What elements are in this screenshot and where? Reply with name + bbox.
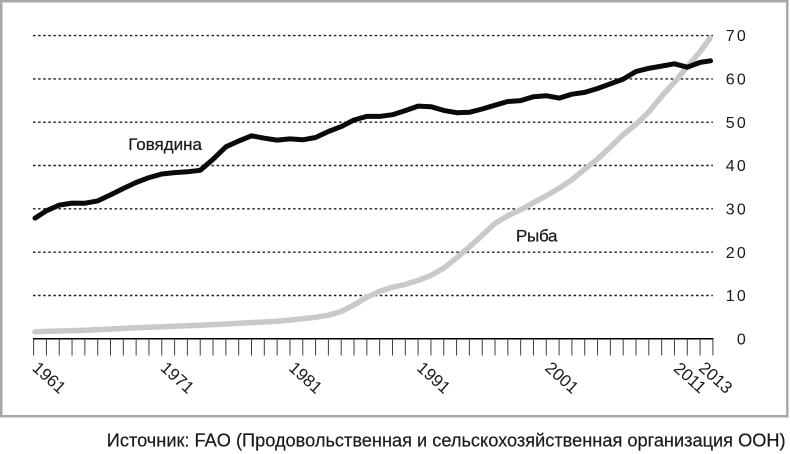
svg-text:Источник: FAO (Продовольственн: Источник: FAO (Продовольственная и сельс… xyxy=(107,431,786,451)
svg-text:0: 0 xyxy=(737,331,748,348)
svg-text:10: 10 xyxy=(726,288,748,305)
svg-text:Рыба: Рыба xyxy=(516,226,558,245)
svg-text:70: 70 xyxy=(726,28,748,45)
svg-text:Говядина: Говядина xyxy=(128,135,202,154)
svg-text:20: 20 xyxy=(726,245,748,262)
svg-text:40: 40 xyxy=(726,158,748,175)
svg-text:50: 50 xyxy=(726,115,748,132)
svg-text:30: 30 xyxy=(726,201,748,218)
svg-text:60: 60 xyxy=(726,72,748,89)
